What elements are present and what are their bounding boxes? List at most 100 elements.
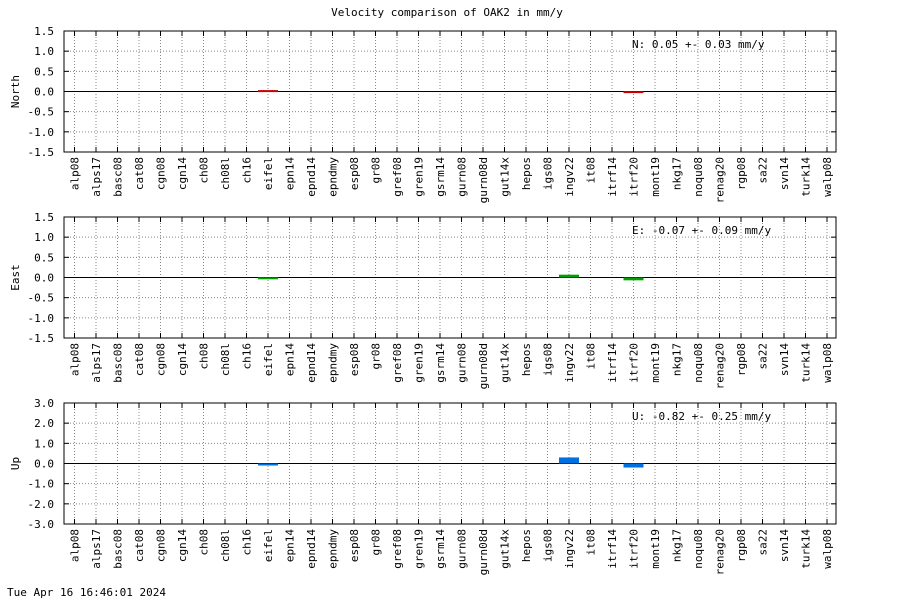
x-tick-label: itrf14 (606, 157, 619, 197)
x-tick-label: cgn08 (155, 343, 168, 376)
x-tick-label: rgp08 (735, 157, 748, 190)
x-tick-label: renag20 (714, 157, 727, 203)
x-tick-label: gut14x (499, 529, 512, 569)
x-tick-label: alps17 (90, 157, 103, 197)
x-tick-label: turk14 (800, 529, 813, 569)
x-tick-label: epnd14 (305, 157, 318, 197)
x-tick-label: eifel (262, 343, 275, 376)
x-tick-label: gren19 (413, 529, 426, 569)
x-tick-label: nkg17 (671, 157, 684, 190)
x-tick-label: mont19 (649, 529, 662, 569)
x-tick-label: walp08 (821, 529, 834, 569)
y-tick-label: 3.0 (34, 397, 54, 410)
x-tick-label: ingv22 (563, 157, 576, 197)
x-tick-label: gurn08d (477, 343, 490, 389)
x-tick-label: renag20 (714, 529, 727, 575)
y-tick-label: 1.0 (34, 437, 54, 450)
x-tick-label: noqu08 (692, 343, 705, 383)
x-tick-label: ch16 (241, 529, 254, 556)
x-tick-label: sa22 (757, 157, 770, 184)
y-tick-label: 1.0 (34, 231, 54, 244)
x-tick-label: alps17 (90, 343, 103, 383)
x-tick-label: noqu08 (692, 529, 705, 569)
bar-itrf20 (623, 463, 644, 468)
x-tick-label: rgp08 (735, 529, 748, 562)
x-tick-label: hepos (520, 343, 533, 376)
timestamp-footer: Tue Apr 16 16:46:01 2024 (7, 586, 166, 599)
x-tick-label: eifel (262, 157, 275, 190)
x-tick-label: itrf20 (628, 529, 641, 569)
x-tick-label: ch16 (241, 343, 254, 370)
x-tick-label: epnd14 (305, 529, 318, 569)
bar-eifel (258, 90, 278, 93)
x-tick-label: svn14 (778, 157, 791, 190)
x-tick-label: ingv22 (563, 529, 576, 569)
x-tick-label: gurn08 (456, 343, 469, 383)
x-tick-label: ch08l (219, 157, 232, 190)
x-tick-label: gr08 (370, 157, 383, 184)
x-tick-label: epn14 (284, 343, 297, 376)
x-tick-label: gren19 (413, 343, 426, 383)
x-tick-label: ch08 (198, 157, 211, 184)
bar-eifel (258, 463, 278, 466)
panel-east: 1.5 1.0 0.5 0.0 -0.5 -1.0 -1.5 alp08 alps17 basc0… (9, 211, 837, 389)
x-tick-label: alp08 (69, 529, 82, 562)
y-axis-label: East (9, 264, 22, 291)
y-tick-label: 1.5 (34, 211, 54, 224)
x-tick-label: noqu08 (692, 157, 705, 197)
x-tick-label: epnd14 (305, 343, 318, 383)
x-tick-label: alps17 (90, 529, 103, 569)
x-tick-label: igs08 (542, 529, 555, 562)
x-tick-label: gref08 (391, 529, 404, 569)
x-tick-label: itrf20 (628, 343, 641, 383)
y-tick-label: 0.0 (34, 272, 54, 285)
bar-eifel (258, 277, 278, 280)
x-tick-label: gsrm14 (434, 157, 447, 197)
y-tick-label: -3.0 (28, 518, 55, 531)
x-tick-label: gref08 (391, 157, 404, 197)
y-tick-label: -0.5 (28, 106, 55, 119)
x-tick-label: gr08 (370, 529, 383, 556)
x-tick-label: it08 (585, 343, 598, 370)
y-tick-label: -0.5 (28, 292, 55, 305)
x-tick-label: basc08 (112, 157, 125, 197)
x-tick-label: walp08 (821, 157, 834, 197)
x-tick-label: turk14 (800, 343, 813, 383)
x-tick-label: cgn08 (155, 157, 168, 190)
plot-frame (63, 216, 837, 339)
x-tick-label: it08 (585, 529, 598, 556)
x-tick-label: itrf14 (606, 343, 619, 383)
x-tick-label: ingv22 (563, 343, 576, 383)
x-tick-label: mont19 (649, 343, 662, 383)
x-tick-label: mont19 (649, 157, 662, 197)
y-tick-label: -1.0 (28, 312, 55, 325)
x-tick-label: sa22 (757, 529, 770, 556)
velocity-annotation: N: 0.05 +- 0.03 mm/y (632, 38, 765, 51)
x-tick-label: gut14x (499, 157, 512, 197)
x-tick-label: cgn14 (176, 529, 189, 562)
x-tick-label: cgn14 (176, 157, 189, 190)
x-tick-label: turk14 (800, 157, 813, 197)
x-tick-label: gurn08 (456, 529, 469, 569)
y-axis-label: North (9, 75, 22, 108)
x-tick-label: ch08l (219, 343, 232, 376)
x-tick-label: hepos (520, 157, 533, 190)
x-tick-label: nkg17 (671, 529, 684, 562)
chart-panels: 1.5 1.0 0.5 0.0 -0.5 -1.0 -1.5 alp08 alps17 basc0… (9, 25, 837, 575)
x-tick-label: alp08 (69, 343, 82, 376)
y-tick-label: 0.5 (34, 251, 54, 264)
chart-title: Velocity comparison of OAK2 in mm/y (331, 6, 563, 19)
bar-ingv22 (559, 274, 579, 278)
x-tick-label: svn14 (778, 343, 791, 376)
x-tick-label: nkg17 (671, 343, 684, 376)
bar-itrf20 (623, 91, 644, 94)
y-tick-label: 0.0 (34, 458, 54, 471)
x-tick-label: esp08 (348, 529, 361, 562)
y-tick-label: 2.0 (34, 417, 54, 430)
x-tick-label: gurn08 (456, 157, 469, 197)
x-tick-label: gurn08d (477, 529, 490, 575)
x-tick-label: basc08 (112, 529, 125, 569)
x-tick-label: itrf20 (628, 157, 641, 197)
x-tick-label: cat08 (133, 343, 146, 376)
